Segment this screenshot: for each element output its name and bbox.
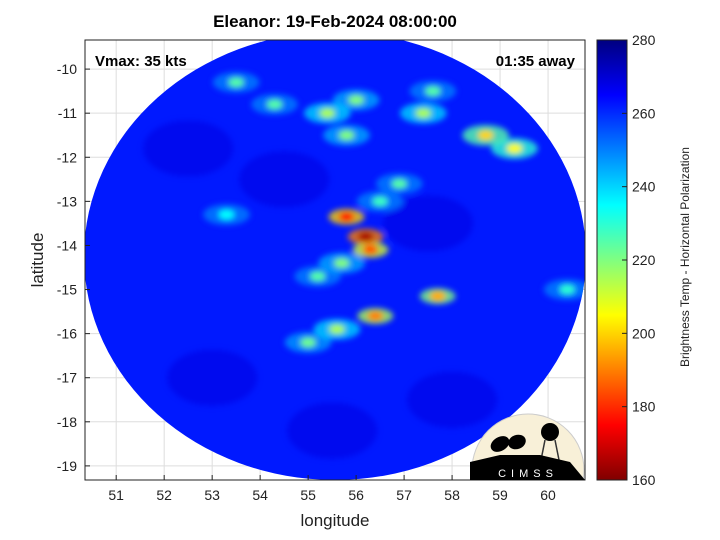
convective-feature bbox=[372, 196, 389, 207]
convective-feature bbox=[559, 284, 576, 295]
colorbar-tick-label: 180 bbox=[632, 399, 656, 415]
convective-feature bbox=[338, 130, 355, 141]
convective-feature bbox=[424, 86, 441, 97]
x-tick-label: 51 bbox=[108, 487, 124, 503]
colorbar-tick-label: 240 bbox=[632, 179, 656, 195]
cold-region bbox=[143, 120, 234, 177]
x-tick-label: 57 bbox=[396, 487, 412, 503]
x-tick-label: 56 bbox=[348, 487, 364, 503]
x-tick-label: 54 bbox=[252, 487, 268, 503]
convective-feature bbox=[477, 130, 494, 141]
colorbar-tick-label: 280 bbox=[632, 32, 656, 48]
satellite-swath bbox=[85, 40, 585, 480]
convective-feature bbox=[367, 310, 384, 321]
colorbar-tick-label: 220 bbox=[632, 252, 656, 268]
cold-region bbox=[239, 151, 330, 208]
colorbar-label: Brightness Temp - Horizontal Polarizatio… bbox=[678, 147, 692, 367]
cold-region bbox=[287, 402, 378, 459]
convective-feature bbox=[228, 77, 245, 88]
x-tick-label: 53 bbox=[204, 487, 220, 503]
convective-feature bbox=[506, 143, 523, 154]
convective-feature bbox=[348, 94, 365, 105]
x-tick-label: 60 bbox=[540, 487, 556, 503]
svg-text:CIMSS: CIMSS bbox=[498, 468, 558, 480]
convective-feature bbox=[391, 178, 408, 189]
convective-feature bbox=[362, 244, 379, 255]
y-tick-label: -13 bbox=[57, 193, 77, 209]
convective-feature bbox=[328, 324, 345, 335]
x-tick-label: 55 bbox=[300, 487, 316, 503]
y-tick-label: -19 bbox=[57, 458, 77, 474]
y-tick-label: -10 bbox=[57, 61, 77, 77]
axes-frame bbox=[84, 39, 586, 481]
cold-region bbox=[167, 349, 258, 406]
vmax-annotation: Vmax: 35 kts bbox=[95, 53, 187, 70]
x-tick-label: 52 bbox=[156, 487, 172, 503]
x-tick-label: 58 bbox=[444, 487, 460, 503]
colorbar-tick-label: 200 bbox=[632, 325, 656, 341]
cold-region bbox=[383, 195, 474, 252]
cimss-logo: CIMSS bbox=[470, 413, 585, 480]
y-tick-label: -17 bbox=[57, 370, 77, 386]
x-axis-label: longitude bbox=[300, 511, 370, 530]
convective-feature bbox=[319, 108, 336, 119]
convective-feature bbox=[429, 291, 446, 302]
y-tick-label: -15 bbox=[57, 282, 77, 298]
x-tick-label: 59 bbox=[492, 487, 508, 503]
convective-feature bbox=[415, 108, 432, 119]
colorbar-tick-label: 160 bbox=[632, 472, 656, 488]
y-axis-label: latitude bbox=[28, 232, 47, 288]
convective-feature bbox=[300, 337, 317, 348]
convective-feature bbox=[338, 211, 355, 222]
convective-feature bbox=[218, 209, 235, 220]
y-tick-label: -16 bbox=[57, 326, 77, 342]
y-tick-label: -11 bbox=[58, 105, 77, 121]
time-away-annotation: 01:35 away bbox=[495, 53, 575, 70]
convective-feature bbox=[333, 258, 350, 269]
convective-feature bbox=[357, 231, 374, 242]
cold-region bbox=[407, 371, 498, 428]
y-tick-label: -12 bbox=[57, 149, 77, 165]
y-tick-label: -18 bbox=[57, 414, 77, 430]
convective-feature bbox=[266, 99, 283, 110]
chart-title: Eleanor: 19-Feb-2024 08:00:00 bbox=[213, 12, 457, 31]
colorbar-tick-label: 260 bbox=[632, 105, 656, 121]
y-tick-label: -14 bbox=[57, 237, 77, 253]
convective-feature bbox=[309, 271, 326, 282]
